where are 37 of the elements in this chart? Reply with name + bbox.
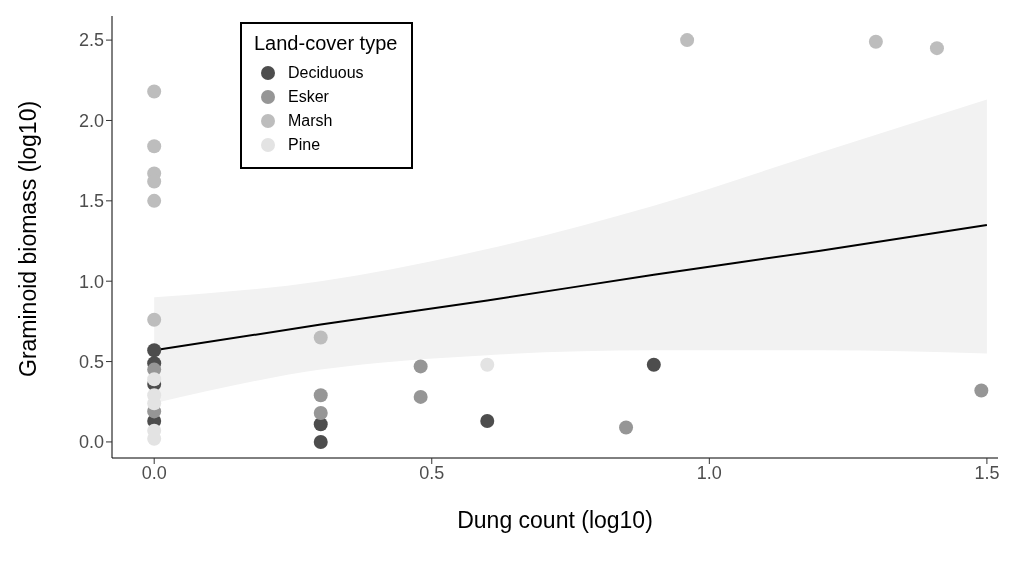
- y-tick-label: 1.0: [78, 271, 104, 292]
- point: [313, 434, 328, 449]
- point: [680, 33, 695, 48]
- point: [147, 139, 162, 154]
- point: [313, 330, 328, 345]
- x-tick-label: 1.5: [974, 462, 1000, 483]
- point: [147, 343, 162, 358]
- point: [974, 383, 989, 398]
- point: [313, 388, 328, 403]
- point: [147, 372, 162, 387]
- x-tick-label: 0.0: [141, 462, 167, 483]
- x-tick-label: 0.5: [419, 462, 445, 483]
- point: [147, 312, 162, 327]
- legend-label: Esker: [288, 88, 329, 106]
- legend-label: Deciduous: [288, 64, 364, 82]
- point: [313, 406, 328, 420]
- point: [413, 359, 428, 374]
- point: [868, 34, 883, 49]
- point: [147, 193, 162, 208]
- point: [929, 41, 944, 56]
- point: [147, 84, 162, 99]
- y-tick-label: 2.0: [78, 110, 104, 131]
- y-tick-label: 0.5: [78, 351, 104, 372]
- y-tick-label: 2.5: [78, 30, 104, 51]
- legend-label: Pine: [288, 136, 321, 154]
- point: [480, 357, 495, 372]
- legend-title: Land-cover type: [254, 32, 398, 55]
- x-tick-label: 1.0: [696, 462, 722, 483]
- point: [413, 389, 428, 404]
- y-tick-label: 0.0: [78, 432, 104, 453]
- point: [619, 420, 634, 435]
- x-axis-title: Dung count (log10): [457, 507, 653, 533]
- y-tick-label: 1.5: [78, 191, 104, 212]
- y-axis-title: Graminoid biomass (log10): [15, 100, 42, 377]
- point: [480, 414, 495, 429]
- legend-label: Marsh: [288, 112, 333, 130]
- point: [646, 357, 661, 372]
